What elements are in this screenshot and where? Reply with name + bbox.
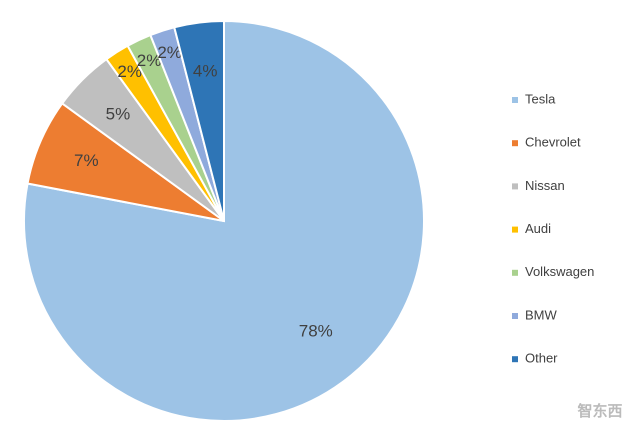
legend-swatch — [512, 269, 518, 276]
data-label: 2% — [137, 51, 162, 70]
legend-swatch — [512, 97, 518, 103]
legend-swatch — [512, 313, 518, 319]
watermark: 智东西 — [577, 402, 622, 420]
legend-swatch — [512, 140, 518, 147]
legend-swatch — [512, 356, 518, 363]
legend-label: Tesla — [525, 91, 556, 106]
pie-slice — [173, 19, 225, 222]
data-label: 5% — [106, 104, 131, 123]
legend-swatch — [512, 183, 518, 190]
legend-label: Other — [525, 351, 558, 366]
data-label: 7% — [74, 151, 99, 170]
data-label: 78% — [299, 321, 333, 340]
legend-label: Audi — [525, 221, 551, 236]
data-label: 2% — [157, 43, 182, 62]
legend-label: Volkswagen — [525, 264, 594, 279]
legend-swatch — [512, 226, 518, 233]
legend-label: Chevrolet — [525, 135, 581, 150]
data-label: 2% — [117, 62, 142, 81]
legend-label: BMW — [525, 307, 558, 322]
legend-label: Nissan — [525, 178, 565, 193]
data-label: 4% — [193, 62, 218, 81]
